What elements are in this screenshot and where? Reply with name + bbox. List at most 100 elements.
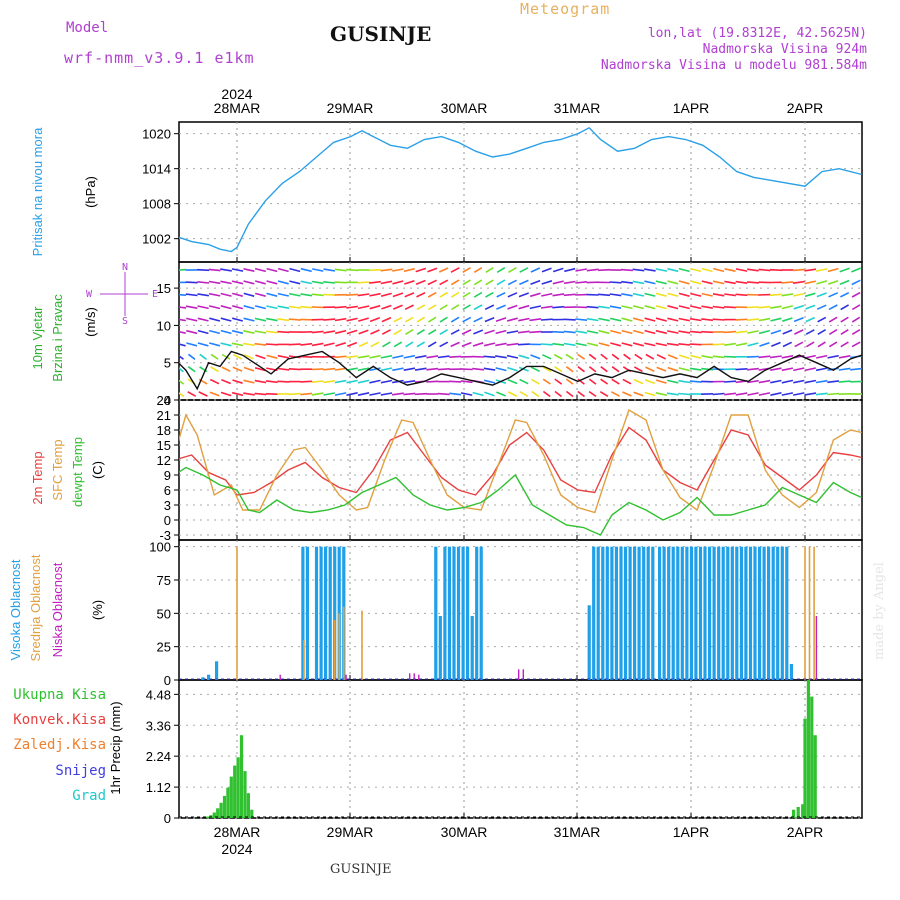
wind-barb	[621, 342, 633, 347]
ytick-label-2-1: 0	[164, 513, 171, 528]
wind-barb	[609, 317, 622, 322]
wind-barb	[655, 329, 667, 335]
wind-barb	[437, 355, 450, 359]
wind-barb	[656, 353, 666, 360]
wind-barb	[735, 392, 748, 396]
cloud_high-bar	[207, 674, 211, 680]
wind-barb	[414, 367, 427, 371]
cloud_high-bar	[333, 546, 337, 680]
wind-barb	[208, 292, 221, 297]
wind-barb	[404, 292, 415, 298]
wind-barb	[552, 330, 565, 334]
wind-barb	[231, 292, 244, 297]
ytick-label-1-2: 10	[157, 318, 171, 333]
wind-barb	[277, 280, 289, 285]
wind-barb	[598, 268, 611, 272]
wind-barb	[712, 305, 725, 309]
wind-barb	[565, 378, 574, 385]
cloud_mid-bar	[813, 546, 815, 680]
ylabel-dewpt: dewpt Temp	[70, 437, 85, 507]
wind-barb	[667, 317, 679, 322]
wind-barb	[289, 267, 301, 273]
wind-barb	[357, 281, 370, 284]
ylabel-pressure: Pritisak na nivou mora	[30, 127, 45, 256]
wind-barb	[609, 281, 622, 284]
wind-barb	[179, 343, 186, 347]
wind-barb	[243, 342, 255, 347]
cloud_high-bar	[703, 546, 707, 680]
wind-barb	[368, 268, 381, 272]
wind-barb	[427, 291, 437, 298]
wind-barb	[804, 268, 817, 272]
wind-barb	[334, 305, 347, 309]
wind-barb	[450, 267, 460, 273]
wind-barb	[231, 329, 244, 335]
wind-barb	[701, 305, 713, 309]
wind-barb	[611, 378, 620, 385]
ytick-label-2-6: 15	[157, 438, 171, 453]
wind-barb	[266, 305, 278, 310]
wind-barb	[334, 355, 347, 359]
wind-barb	[724, 280, 736, 285]
wind-barb	[816, 304, 827, 310]
wind-barb	[634, 366, 643, 373]
wind-barb	[179, 367, 184, 373]
wind-barb	[405, 341, 414, 348]
wind-barb	[381, 316, 392, 323]
wind-barb	[529, 292, 541, 298]
wind-barb	[805, 341, 815, 348]
wind-barb	[243, 366, 255, 372]
wind-barb	[266, 354, 278, 359]
wind-barb	[449, 380, 462, 383]
wind-barb	[311, 368, 324, 371]
xlabel-bottom-4: 1APR	[673, 824, 710, 840]
wind-barb	[179, 293, 187, 296]
wind-barb	[198, 391, 208, 397]
wind-barb	[563, 342, 576, 347]
cloud_high-bar	[475, 546, 479, 680]
wind-barb	[197, 342, 209, 347]
wind-barb	[781, 281, 794, 284]
wind-barb	[232, 379, 243, 384]
wind-barb	[266, 317, 278, 322]
wind-barb	[382, 341, 391, 348]
wind-barb	[678, 354, 690, 360]
precip-bar	[216, 808, 220, 818]
wind-barb	[437, 368, 450, 371]
wind-barb	[598, 293, 611, 297]
wind-barb	[529, 330, 542, 334]
cloud_high-bar	[623, 546, 628, 680]
ylabel-wind-1: 10m Vjetar	[30, 306, 45, 370]
wind-barb	[369, 292, 381, 297]
wind-barb	[540, 318, 553, 321]
cloud_high-bar	[466, 546, 470, 680]
wind-barb	[531, 390, 540, 398]
cloud_high-bar	[619, 546, 623, 680]
xlabel-top-3: 31MAR	[554, 100, 601, 116]
wind-barb	[266, 292, 278, 297]
wind-barb	[197, 317, 209, 322]
wind-barb	[506, 317, 518, 322]
wind-barb	[357, 293, 370, 297]
wind-barb	[346, 293, 359, 296]
wind-barb	[598, 305, 610, 309]
wind-speed-line	[179, 350, 862, 391]
precip-bar	[219, 802, 223, 818]
wind-barb	[552, 305, 565, 309]
wind-barb	[405, 316, 414, 323]
wind-barb	[804, 367, 816, 372]
wind-barb	[851, 267, 862, 273]
ytick-label-2-2: 3	[164, 498, 171, 513]
wind-barb	[439, 341, 449, 348]
elevation-text: Nadmorska Visina 924m	[702, 42, 867, 57]
cloud_high-bar	[689, 546, 693, 680]
wind-barb	[484, 304, 495, 311]
precip-bar	[222, 795, 227, 818]
wind-barb	[403, 267, 415, 273]
wind-barb	[609, 305, 622, 309]
wind-barb	[209, 342, 221, 347]
wind-barb	[369, 354, 381, 359]
wind-barb	[632, 317, 644, 322]
precip-legend-1: Konvek.Kisa	[13, 712, 106, 728]
wind-barb	[804, 280, 816, 285]
